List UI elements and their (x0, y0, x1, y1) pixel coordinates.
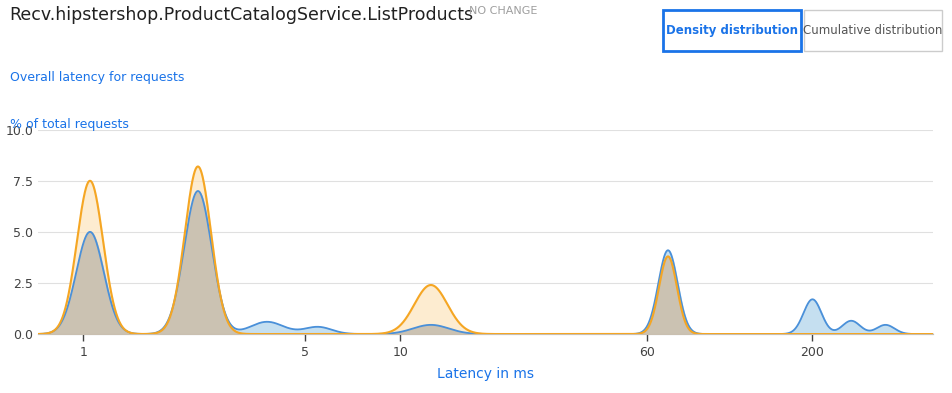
FancyBboxPatch shape (663, 10, 802, 51)
X-axis label: Latency in ms: Latency in ms (437, 367, 534, 381)
Text: Cumulative distribution: Cumulative distribution (803, 24, 942, 37)
Text: % of total requests: % of total requests (10, 118, 129, 131)
Text: Density distribution: Density distribution (666, 24, 798, 37)
Text: Recv.hipstershop.ProductCatalogService.ListProducts: Recv.hipstershop.ProductCatalogService.L… (10, 6, 474, 24)
Text: NO CHANGE: NO CHANGE (469, 6, 538, 16)
Text: Overall latency for requests: Overall latency for requests (10, 71, 184, 84)
FancyBboxPatch shape (803, 10, 942, 51)
